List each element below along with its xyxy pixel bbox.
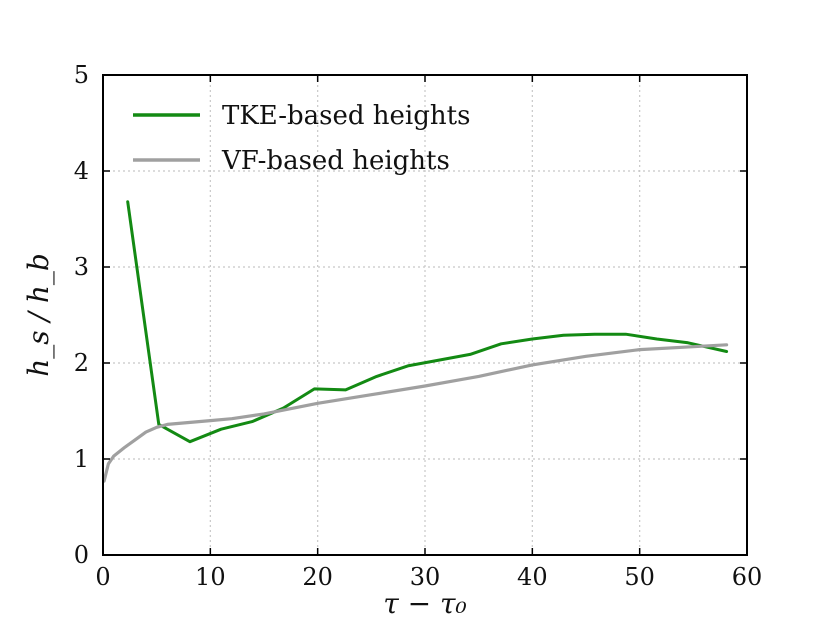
y-axis-label: h_s / h_b xyxy=(22,253,55,377)
legend-label-tke: TKE-based heights xyxy=(222,101,470,131)
series-line-vf xyxy=(102,343,729,483)
y-tick-label: 2 xyxy=(74,349,89,377)
y-tick-label: 5 xyxy=(74,61,89,89)
x-tick-label: 0 xyxy=(95,563,110,591)
y-tick-label: 3 xyxy=(74,253,89,281)
x-tick-label: 50 xyxy=(624,563,655,591)
x-tick-label: 60 xyxy=(732,563,763,591)
y-tick-label: 4 xyxy=(74,157,89,185)
y-tick-label: 1 xyxy=(74,445,89,473)
grid-layer xyxy=(103,75,747,555)
x-tick-label: 40 xyxy=(517,563,548,591)
x-tick-label: 20 xyxy=(302,563,333,591)
legend-label-vf: VF-based heights xyxy=(221,146,450,176)
legend: TKE-based heights VF-based heights xyxy=(133,101,470,176)
series-layer xyxy=(102,200,729,483)
y-tick-label: 0 xyxy=(74,541,89,569)
x-tick-label: 10 xyxy=(195,563,226,591)
x-axis-label: τ − τ₀ xyxy=(383,587,466,620)
x-tick-label: 30 xyxy=(410,563,441,591)
tick-layer: 0 10 20 30 40 50 60 0 1 2 3 4 5 xyxy=(74,61,763,591)
series-line-tke xyxy=(126,200,729,444)
